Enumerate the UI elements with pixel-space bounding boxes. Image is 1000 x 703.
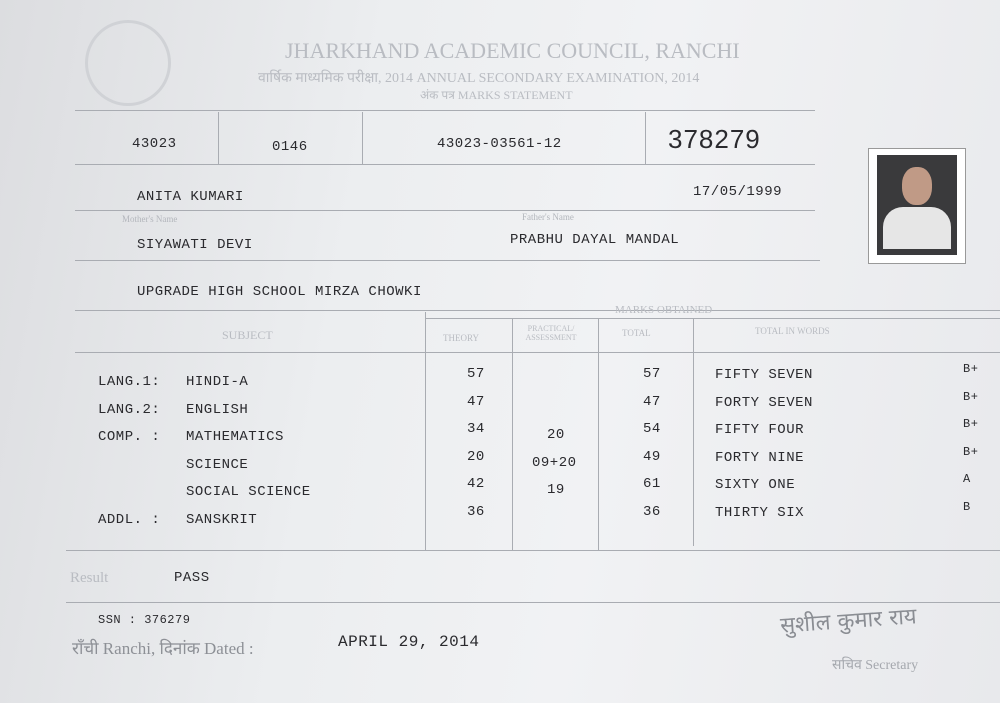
row-group: LANG.1: (98, 374, 161, 390)
ssn: SSN : 376279 (98, 613, 191, 627)
row-total: 47 (643, 393, 661, 410)
board-name: JHARKHAND ACADEMIC COUNCIL, RANCHI (285, 38, 740, 63)
roll-number: 0146 (272, 139, 308, 155)
row-total: 54 (643, 421, 661, 437)
doc-title: अंक पत्र MARKS STATEMENT (420, 88, 573, 102)
row-subject: ENGLISH (186, 401, 249, 418)
student-photo (868, 148, 966, 264)
date-of-birth: 17/05/1999 (693, 184, 783, 200)
row-words: FORTY NINE (715, 449, 805, 466)
row-theory: 47 (467, 393, 485, 410)
row-theory: 34 (467, 421, 485, 437)
row-grade: B+ (963, 444, 979, 459)
board-seal-icon (85, 20, 171, 106)
row-words: FORTY SEVEN (715, 394, 813, 411)
row-words: SIXTY ONE (715, 477, 796, 493)
row-total: 36 (643, 503, 661, 520)
row-subject: SANSKRIT (186, 511, 258, 528)
secretary-label: सचिव Secretary (832, 658, 919, 673)
row-theory: 20 (467, 448, 485, 465)
father-label: Father's Name (522, 212, 574, 222)
mother-name: SIYAWATI DEVI (137, 237, 253, 253)
row-subject: SCIENCE (186, 456, 249, 473)
serial-number: 378279 (668, 124, 761, 154)
dated-label: राँची Ranchi, दिनांक Dated : (72, 639, 254, 658)
row-theory: 42 (467, 476, 485, 492)
marks-obtained-header: MARKS OBTAINED (615, 304, 713, 316)
row-practical: 20 (547, 427, 565, 443)
row-total: 57 (643, 366, 661, 382)
registration-number: 43023-03561-12 (437, 136, 562, 152)
student-name: ANITA KUMARI (137, 189, 244, 205)
row-practical: 09+20 (532, 454, 577, 471)
row-grade: B (963, 499, 971, 514)
mother-label: Mother's Name (122, 214, 178, 224)
signature: सुशील कुमार राय (779, 604, 918, 639)
row-subject: SOCIAL SCIENCE (186, 484, 311, 500)
col-words: TOTAL IN WORDS (755, 326, 830, 336)
row-words: FIFTY FOUR (715, 422, 805, 438)
row-grade: A (963, 472, 971, 486)
col-total: TOTAL (622, 328, 651, 338)
row-practical: 19 (547, 482, 565, 498)
roll-code: 43023 (132, 136, 177, 152)
col-subject: SUBJECT (222, 328, 273, 342)
issue-date: APRIL 29, 2014 (338, 633, 480, 651)
row-group: LANG.2: (98, 401, 161, 418)
result-value: PASS (174, 570, 210, 586)
row-grade: B+ (963, 417, 979, 431)
row-theory: 57 (467, 366, 485, 382)
father-name: PRABHU DAYAL MANDAL (510, 232, 680, 248)
row-theory: 36 (467, 503, 485, 520)
row-subject: HINDI-A (186, 374, 249, 390)
row-total: 49 (643, 448, 661, 465)
row-grade: B+ (963, 362, 979, 376)
row-words: FIFTY SEVEN (715, 367, 813, 383)
row-grade: B+ (963, 389, 979, 404)
col-practical: PRACTICAL/ ASSESSMENT (525, 324, 577, 342)
row-words: THIRTY SIX (715, 504, 805, 521)
result-label: Result (70, 570, 109, 586)
exam-name: वार्षिक माध्यमिक परीक्षा, 2014 ANNUAL SE… (258, 71, 700, 86)
school-name: UPGRADE HIGH SCHOOL MIRZA CHOWKI (137, 284, 422, 300)
row-subject: MATHEMATICS (186, 429, 284, 445)
row-group: COMP. : (98, 429, 161, 445)
row-total: 61 (643, 476, 661, 492)
row-group: ADDL. : (98, 511, 161, 528)
col-theory: THEORY (443, 333, 479, 343)
